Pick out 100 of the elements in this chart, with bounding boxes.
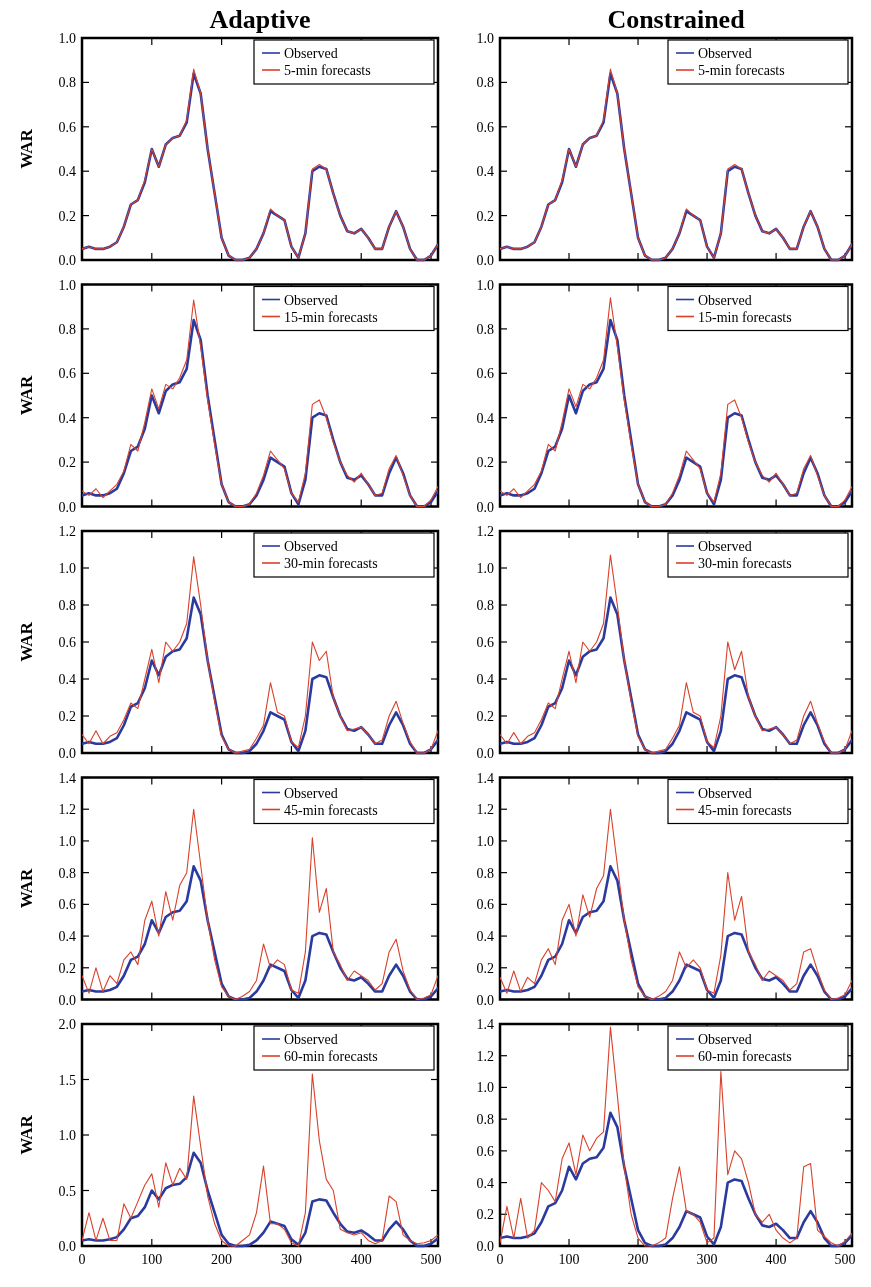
y-tick-label: 0.0 bbox=[476, 992, 494, 1008]
y-tick-label: 1.0 bbox=[476, 277, 494, 293]
y-tick-label: 0.4 bbox=[476, 929, 494, 945]
y-tick-label: 0.0 bbox=[58, 992, 76, 1008]
y-tick-label: 0.8 bbox=[476, 598, 494, 613]
legend-label: 60-min forecasts bbox=[698, 1049, 792, 1064]
y-tick-label: 1.5 bbox=[58, 1072, 76, 1088]
y-tick-label: 0.0 bbox=[58, 253, 76, 268]
x-tick-label: 0 bbox=[78, 1252, 86, 1267]
legend-label: 15-min forecasts bbox=[698, 309, 792, 325]
y-tick-label: 1.2 bbox=[476, 802, 494, 818]
y-tick-label: 0.2 bbox=[58, 208, 76, 224]
y-tick-label: 1.0 bbox=[476, 833, 494, 849]
y-tick-label: 0.6 bbox=[476, 897, 494, 913]
y-tick-label: 1.2 bbox=[476, 524, 494, 539]
y-tick-label: 0.2 bbox=[58, 709, 76, 724]
legend-label: 30-min forecasts bbox=[698, 556, 792, 571]
chart-title: Constrained bbox=[607, 5, 746, 34]
y-tick-label: 0.0 bbox=[476, 253, 494, 268]
x-tick-label: 0 bbox=[496, 1252, 504, 1267]
y-tick-label: 1.0 bbox=[476, 1080, 494, 1096]
y-tick-label: 2.0 bbox=[58, 1017, 76, 1032]
y-tick-label: 0.4 bbox=[476, 1175, 494, 1191]
legend-label: Observed bbox=[698, 539, 752, 554]
x-tick-label: 200 bbox=[211, 1252, 233, 1267]
y-tick-label: 0.8 bbox=[58, 865, 76, 881]
y-tick-label: 0.0 bbox=[58, 499, 76, 515]
legend-label: Observed bbox=[284, 1032, 338, 1047]
y-tick-label: 0.4 bbox=[476, 410, 494, 426]
legend-label: Observed bbox=[698, 785, 752, 801]
x-tick-label: 500 bbox=[420, 1252, 442, 1267]
y-tick-label: 0.2 bbox=[476, 960, 494, 976]
y-tick-label: 1.0 bbox=[58, 31, 76, 46]
legend-label: Observed bbox=[698, 292, 752, 308]
y-tick-label: 0.2 bbox=[476, 1207, 494, 1223]
y-tick-label: 0.2 bbox=[476, 455, 494, 471]
y-tick-label: 0.8 bbox=[476, 865, 494, 881]
x-tick-label: 500 bbox=[834, 1252, 856, 1267]
y-tick-label: 0.6 bbox=[58, 119, 76, 135]
y-tick-label: 0.4 bbox=[58, 929, 76, 945]
legend-label: Observed bbox=[284, 292, 338, 308]
x-tick-label: 400 bbox=[350, 1252, 372, 1267]
y-tick-label: 1.4 bbox=[476, 770, 494, 786]
legend-label: 45-min forecasts bbox=[698, 802, 792, 818]
y-tick-label: 1.0 bbox=[58, 833, 76, 849]
chart-title: Adaptive bbox=[209, 5, 311, 34]
y-tick-label: 0.4 bbox=[476, 672, 494, 687]
y-tick-label: 0.6 bbox=[58, 366, 76, 382]
y-axis-title: WAR bbox=[17, 867, 36, 909]
y-tick-label: 0.0 bbox=[476, 499, 494, 515]
legend-label: 15-min forecasts bbox=[284, 309, 378, 325]
y-tick-label: 0.8 bbox=[476, 75, 494, 91]
y-tick-label: 1.2 bbox=[58, 524, 76, 539]
y-tick-label: 0.8 bbox=[58, 598, 76, 613]
legend-label: 60-min forecasts bbox=[284, 1049, 378, 1064]
legend-label: 30-min forecasts bbox=[284, 556, 378, 571]
y-tick-label: 0.0 bbox=[58, 1239, 76, 1254]
y-tick-label: 0.2 bbox=[476, 208, 494, 224]
y-tick-label: 0.4 bbox=[58, 672, 76, 687]
y-tick-label: 1.0 bbox=[476, 31, 494, 46]
legend-label: Observed bbox=[284, 539, 338, 554]
y-axis-title: WAR bbox=[17, 128, 36, 169]
y-tick-label: 0.6 bbox=[476, 1143, 494, 1159]
y-tick-label: 0.4 bbox=[58, 164, 76, 180]
y-tick-label: 0.4 bbox=[58, 410, 76, 426]
y-tick-label: 0.6 bbox=[476, 635, 494, 650]
y-tick-label: 0.0 bbox=[58, 746, 76, 761]
legend-label: Observed bbox=[284, 46, 338, 61]
y-tick-label: 0.6 bbox=[58, 635, 76, 650]
y-tick-label: 0.5 bbox=[58, 1183, 76, 1199]
legend-label: Observed bbox=[698, 1032, 752, 1047]
y-tick-label: 0.2 bbox=[58, 455, 76, 471]
legend-label: 5-min forecasts bbox=[284, 63, 371, 78]
y-tick-label: 0.0 bbox=[476, 1239, 494, 1254]
y-tick-label: 1.4 bbox=[476, 1017, 494, 1032]
y-tick-label: 0.0 bbox=[476, 746, 494, 761]
x-tick-label: 100 bbox=[558, 1252, 580, 1267]
x-tick-label: 300 bbox=[696, 1252, 718, 1267]
y-tick-label: 0.6 bbox=[476, 366, 494, 382]
y-tick-label: 0.8 bbox=[476, 321, 494, 337]
x-tick-label: 100 bbox=[141, 1252, 163, 1267]
x-tick-label: 200 bbox=[627, 1252, 649, 1267]
legend-label: 5-min forecasts bbox=[698, 63, 785, 78]
y-tick-label: 1.2 bbox=[476, 1048, 494, 1064]
y-tick-label: 1.0 bbox=[58, 1128, 76, 1143]
legend-label: 45-min forecasts bbox=[284, 802, 378, 818]
y-tick-label: 1.2 bbox=[58, 802, 76, 818]
y-tick-label: 0.6 bbox=[58, 897, 76, 913]
y-tick-label: 1.0 bbox=[58, 277, 76, 293]
y-tick-label: 0.2 bbox=[476, 709, 494, 724]
y-tick-label: 0.2 bbox=[58, 960, 76, 976]
y-tick-label: 1.0 bbox=[476, 561, 494, 576]
y-tick-label: 1.0 bbox=[58, 561, 76, 576]
x-tick-label: 300 bbox=[280, 1252, 302, 1267]
y-tick-label: 0.8 bbox=[58, 321, 76, 337]
y-tick-label: 0.8 bbox=[58, 75, 76, 91]
y-axis-title: WAR bbox=[17, 374, 36, 416]
y-tick-label: 1.4 bbox=[58, 770, 76, 786]
y-tick-label: 0.6 bbox=[476, 119, 494, 135]
y-tick-label: 0.4 bbox=[476, 164, 494, 180]
